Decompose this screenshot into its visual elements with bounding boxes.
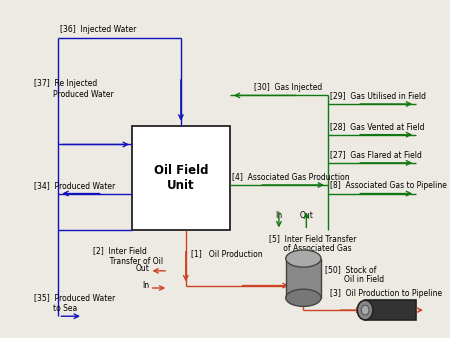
- Text: [4]  Associated Gas Production: [4] Associated Gas Production: [232, 172, 350, 181]
- Text: [30]  Gas Injected: [30] Gas Injected: [254, 83, 323, 92]
- Text: In: In: [142, 281, 149, 290]
- Text: [1]   Oil Production: [1] Oil Production: [191, 249, 262, 258]
- Text: [28]  Gas Vented at Field: [28] Gas Vented at Field: [330, 122, 424, 131]
- Text: [8]  Associated Gas to Pipeline: [8] Associated Gas to Pipeline: [330, 181, 447, 190]
- Circle shape: [361, 305, 369, 315]
- Text: [3]  Oil Production to Pipeline: [3] Oil Production to Pipeline: [330, 289, 442, 298]
- Ellipse shape: [286, 289, 321, 307]
- Text: [36]  Injected Water: [36] Injected Water: [60, 25, 137, 34]
- Text: [50]  Stock of
        Oil in Field: [50] Stock of Oil in Field: [325, 265, 384, 284]
- Text: Oil Field
Unit: Oil Field Unit: [153, 164, 208, 192]
- Text: [37]  Re Injected
        Produced Water: [37] Re Injected Produced Water: [34, 79, 114, 99]
- Bar: [286, 259, 321, 298]
- Text: [29]  Gas Utilised in Field: [29] Gas Utilised in Field: [330, 91, 426, 100]
- Text: Out: Out: [299, 211, 313, 220]
- Text: In: In: [275, 211, 283, 220]
- Text: Out: Out: [135, 264, 149, 273]
- Text: [34]  Produced Water: [34] Produced Water: [34, 181, 115, 190]
- Bar: [132, 126, 230, 230]
- Circle shape: [357, 300, 373, 320]
- Text: [35]  Produced Water
        to Sea: [35] Produced Water to Sea: [34, 293, 115, 313]
- Ellipse shape: [286, 250, 321, 267]
- Text: [2]  Inter Field
       Transfer of Oil: [2] Inter Field Transfer of Oil: [93, 246, 163, 266]
- Text: [27]  Gas Flared at Field: [27] Gas Flared at Field: [330, 150, 422, 159]
- Bar: [365, 300, 416, 320]
- Text: [5]  Inter Field Transfer
      of Associated Gas: [5] Inter Field Transfer of Associated G…: [269, 234, 356, 254]
